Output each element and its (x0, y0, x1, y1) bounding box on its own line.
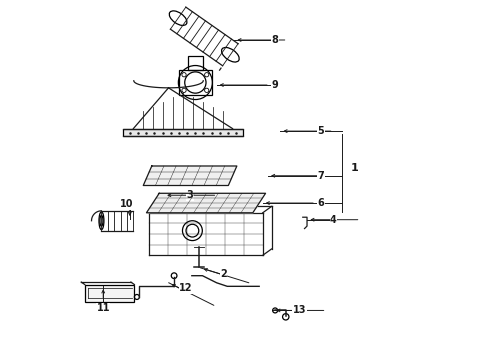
Text: 1: 1 (350, 163, 358, 172)
Text: 7: 7 (318, 171, 324, 181)
Text: 8: 8 (271, 35, 278, 45)
Text: 2: 2 (220, 269, 227, 279)
Text: 10: 10 (120, 199, 133, 209)
Text: 5: 5 (318, 126, 324, 136)
Polygon shape (143, 166, 237, 185)
Bar (85, 284, 134, 302)
Text: 9: 9 (271, 80, 278, 90)
Text: 3: 3 (187, 190, 193, 200)
Text: 4: 4 (330, 215, 337, 225)
Bar (188, 56, 203, 70)
Text: 6: 6 (318, 198, 324, 208)
Polygon shape (147, 193, 266, 213)
Bar (178, 70, 212, 95)
Text: 12: 12 (179, 283, 193, 293)
Bar (122, 129, 243, 136)
Text: 11: 11 (97, 303, 110, 313)
Text: 13: 13 (293, 305, 306, 315)
